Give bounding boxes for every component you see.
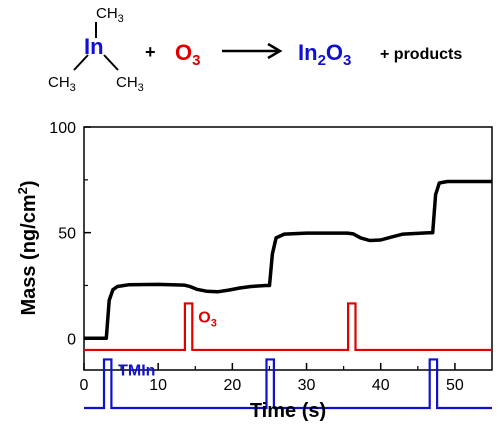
y-tick-label: 0 <box>67 331 76 348</box>
byproducts-label: + products <box>380 46 462 63</box>
x-tick-label: 30 <box>298 377 316 394</box>
plus-sign: + <box>145 42 156 62</box>
plot-frame <box>83 126 493 371</box>
product-in2o3: In2O3 <box>298 40 351 69</box>
x-axis-ticks: 0 10 20 30 40 50 <box>80 363 464 394</box>
ozone-reactant: O3 <box>175 40 200 69</box>
pulse-line-1 <box>84 358 492 410</box>
x-tick-label: 20 <box>223 377 241 394</box>
pulse-traces: O3 TMIn <box>84 302 492 410</box>
y-tick-label: 100 <box>49 120 76 137</box>
pulse-line-0 <box>84 302 492 352</box>
x-tick-label: 0 <box>80 377 89 394</box>
methyl-left: CH3 <box>48 74 76 94</box>
x-tick-label: 10 <box>149 377 167 394</box>
y-axis-label: Mass (ng/cm2) <box>15 180 40 315</box>
mass-series-line <box>84 179 492 341</box>
pulse-label-1: TMIn <box>118 362 155 379</box>
methyl-top: CH3 <box>96 5 124 25</box>
x-axis-label: Time (s) <box>250 400 326 422</box>
pulse-label-0: O3 <box>198 309 217 329</box>
reaction-arrow <box>222 42 283 60</box>
trimethylindium-structure: In CH3 CH3 CH3 <box>48 5 144 94</box>
x-tick-label: 40 <box>372 377 390 394</box>
indium-label: In <box>84 34 104 59</box>
bond-right <box>103 54 119 71</box>
methyl-right: CH3 <box>116 74 144 94</box>
y-tick-label: 50 <box>58 226 76 243</box>
x-tick-label: 50 <box>446 377 464 394</box>
bond-left <box>73 54 89 71</box>
reaction-equation: In CH3 CH3 CH3 + O3 In2O3 + products <box>48 5 462 94</box>
chart: 0 10 20 30 40 50 0 50 100 O3 TMIn Time (s) Mass … <box>15 120 493 422</box>
